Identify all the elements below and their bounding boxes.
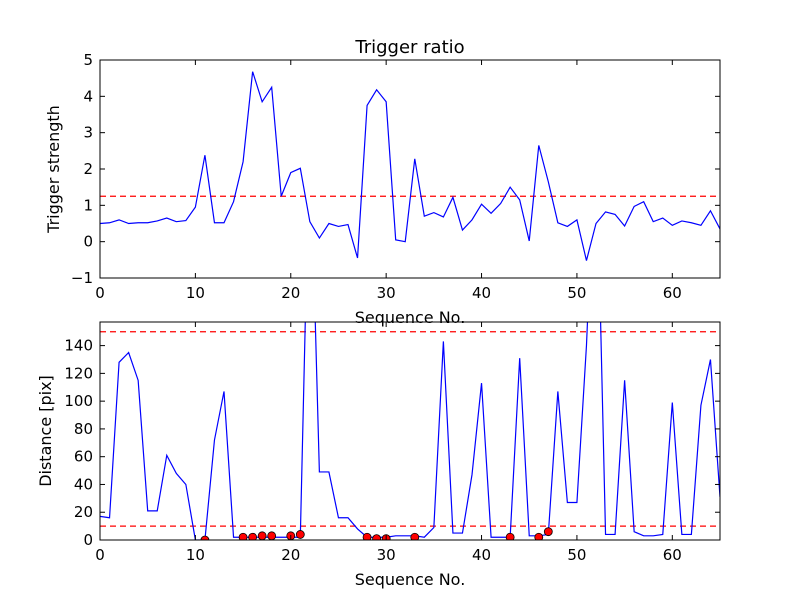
x-tick-label: 50: [567, 546, 586, 564]
x-tick-label: 40: [472, 284, 491, 302]
series-line: [100, 322, 720, 540]
data-point: [534, 532, 544, 540]
data-point: [362, 532, 372, 540]
y-tick-label: 120: [64, 364, 93, 382]
x-axis-label: Sequence No.: [355, 570, 466, 589]
x-tick-label: 20: [281, 546, 300, 564]
y-tick-label: 20: [74, 503, 93, 521]
data-point: [505, 532, 515, 540]
x-tick-label: 60: [663, 546, 682, 564]
y-tick-label: 60: [74, 448, 93, 466]
y-tick-label: 4: [83, 87, 93, 105]
x-tick-label: 30: [377, 546, 396, 564]
chart-title: Trigger ratio: [354, 37, 464, 58]
data-point: [267, 531, 277, 540]
distance-chart: 0 10 20 30 40 50 60 0 20 40 60 80 100 120 140 Sequence…: [36, 321, 721, 589]
y-tick-label: 80: [74, 420, 93, 438]
x-tick-label: 40: [472, 546, 491, 564]
data-point: [295, 530, 305, 539]
y-tick-label: 40: [74, 475, 93, 493]
ticks: 0 10 20 30 40 50 60 0 20 40 60 80 100 120 140: [64, 322, 720, 564]
y-tick-label: 1: [83, 196, 93, 214]
data-point: [248, 532, 258, 540]
data-point: [200, 535, 210, 540]
axes-frame: [99, 321, 721, 541]
y-tick-label: 3: [83, 124, 93, 142]
y-axis-label: Distance [pix]: [36, 375, 55, 487]
y-tick-label: 5: [83, 51, 93, 69]
y-tick-label: 0: [83, 233, 93, 251]
x-tick-label: 30: [377, 284, 396, 302]
y-tick-label: 100: [64, 392, 93, 410]
x-tick-label: 10: [186, 546, 205, 564]
x-axis-label: Sequence No.: [355, 308, 466, 327]
y-tick-label: −1: [71, 269, 93, 287]
data-point: [410, 532, 420, 540]
y-tick-label: 140: [64, 337, 93, 355]
x-tick-label: 10: [186, 284, 205, 302]
x-tick-label: 0: [95, 546, 105, 564]
plot-area: [100, 71, 720, 261]
y-axis-label: Trigger strength: [44, 105, 63, 234]
x-tick-label: 20: [281, 284, 300, 302]
data-point: [257, 531, 267, 540]
y-tick-label: 2: [83, 160, 93, 178]
series-line: [100, 71, 720, 261]
x-tick-label: 0: [95, 284, 105, 302]
data-point: [543, 527, 553, 537]
x-tick-label: 50: [567, 284, 586, 302]
y-tick-label: 0: [83, 531, 93, 549]
x-tick-label: 60: [663, 284, 682, 302]
data-point: [372, 534, 382, 540]
plot-area: [100, 322, 720, 540]
data-point: [238, 532, 248, 540]
